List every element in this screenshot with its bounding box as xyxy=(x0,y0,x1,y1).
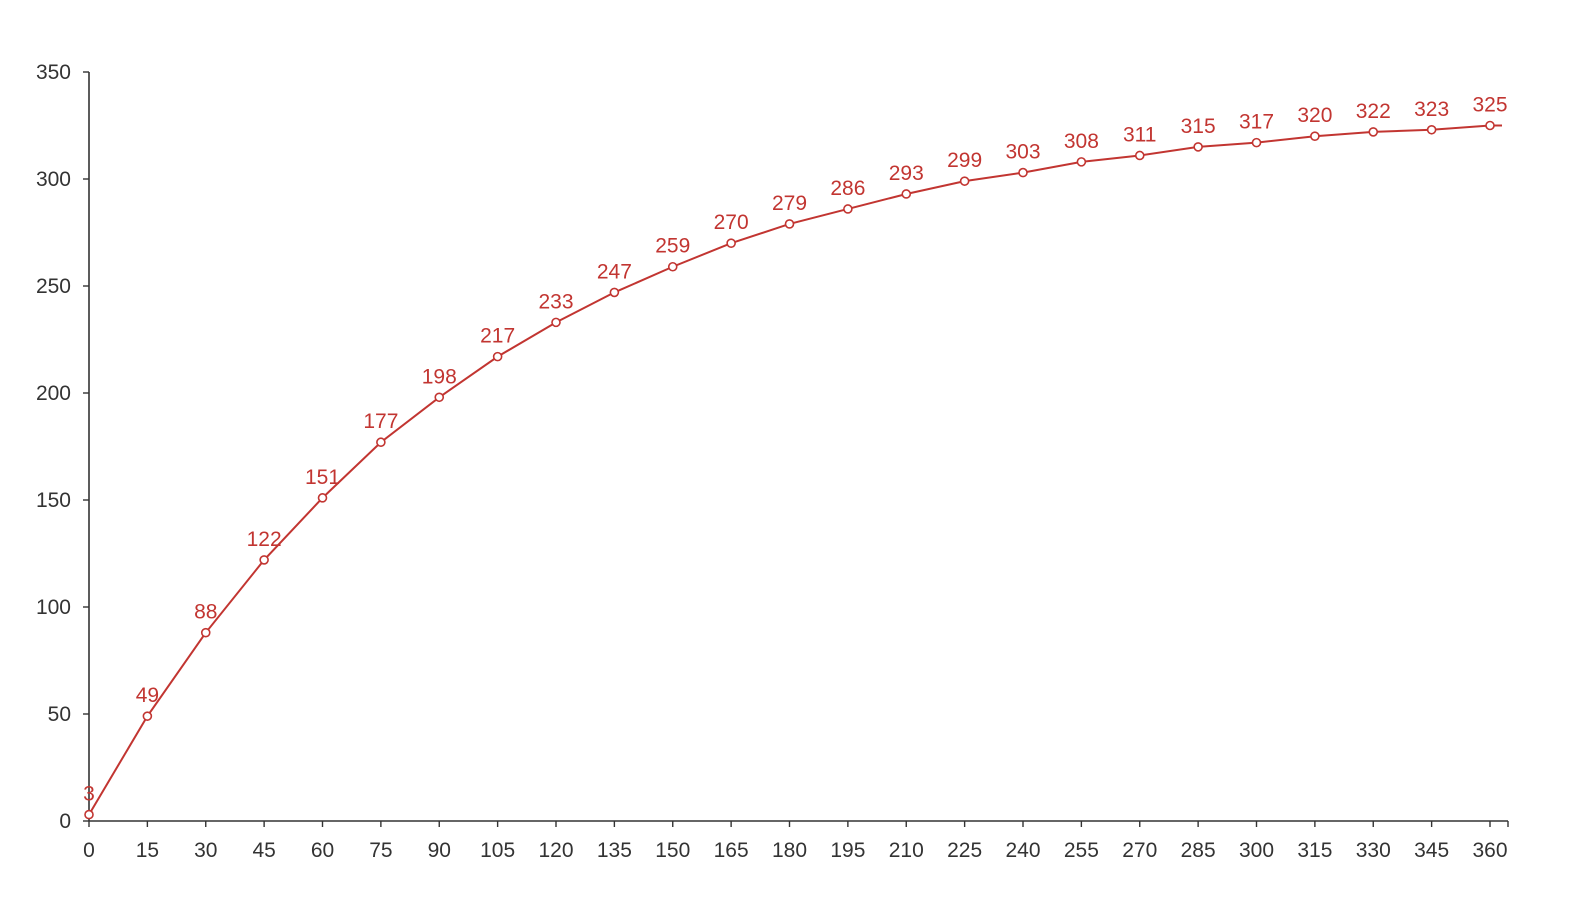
data-point[interactable] xyxy=(1018,167,1028,178)
data-point[interactable] xyxy=(492,351,503,362)
data-point[interactable] xyxy=(1076,157,1087,167)
data-label: 286 xyxy=(830,177,865,200)
data-label: 279 xyxy=(772,192,807,215)
data-point[interactable] xyxy=(1310,131,1320,141)
data-label: 270 xyxy=(714,211,749,234)
y-tick-label: 200 xyxy=(36,382,71,405)
data-label: 259 xyxy=(655,235,690,258)
series-group xyxy=(84,120,1502,820)
x-tick-label: 30 xyxy=(194,839,217,862)
x-tick-label: 75 xyxy=(369,839,392,862)
data-point[interactable] xyxy=(434,392,445,403)
x-tick-label: 360 xyxy=(1472,839,1507,862)
data-label: 49 xyxy=(136,684,159,707)
data-point[interactable] xyxy=(843,204,853,214)
y-tick-label: 50 xyxy=(48,703,71,726)
data-label: 308 xyxy=(1064,130,1099,153)
data-label: 299 xyxy=(947,149,982,172)
y-tick-label: 300 xyxy=(36,168,71,191)
y-tick-label: 250 xyxy=(36,275,71,298)
data-label: 322 xyxy=(1356,100,1391,123)
data-label: 325 xyxy=(1472,94,1507,117)
data-point[interactable] xyxy=(317,493,328,503)
x-tick-label: 0 xyxy=(83,839,95,862)
data-label: 323 xyxy=(1414,98,1449,121)
x-axis: 0 15 30 45 60 75 90 105 120 135 150 165 180 195 210 225… xyxy=(83,820,1509,862)
data-label: 122 xyxy=(247,528,282,551)
x-tick-label: 285 xyxy=(1181,839,1216,862)
x-tick-label: 255 xyxy=(1064,839,1099,862)
y-tick-label: 0 xyxy=(59,810,71,833)
data-point[interactable] xyxy=(1134,150,1145,161)
data-point[interactable] xyxy=(726,238,736,248)
data-label: 177 xyxy=(363,410,398,433)
data-label: 320 xyxy=(1297,104,1332,127)
data-label: 315 xyxy=(1181,115,1216,138)
y-axis: 0 50 100 150 200 250 300 350 xyxy=(36,61,90,833)
data-labels: 3 49 88 122 151 177 198 217 233 247 259 270 279 286 29… xyxy=(83,94,1507,806)
x-tick-label: 165 xyxy=(714,839,749,862)
data-point[interactable] xyxy=(551,317,561,328)
series-line xyxy=(88,124,1502,816)
data-point[interactable] xyxy=(784,219,795,229)
data-label: 3 xyxy=(83,783,95,806)
x-tick-label: 240 xyxy=(1005,839,1040,862)
x-tick-label: 15 xyxy=(136,839,159,862)
y-tick-label: 100 xyxy=(36,596,71,619)
data-label: 303 xyxy=(1005,141,1040,164)
x-tick-label: 90 xyxy=(428,839,451,862)
data-point[interactable] xyxy=(1368,127,1379,137)
data-point[interactable] xyxy=(667,261,678,272)
data-point[interactable] xyxy=(609,287,620,298)
data-point[interactable] xyxy=(1485,120,1495,131)
data-point[interactable] xyxy=(1193,142,1203,152)
y-tick-label: 350 xyxy=(36,61,71,84)
data-label: 88 xyxy=(194,601,217,624)
data-point[interactable] xyxy=(1251,137,1262,148)
data-point[interactable] xyxy=(376,437,386,448)
x-tick-label: 180 xyxy=(772,839,807,862)
y-tick-label: 150 xyxy=(36,489,71,512)
data-point[interactable] xyxy=(142,711,153,721)
data-label: 233 xyxy=(538,290,573,313)
data-point[interactable] xyxy=(959,176,970,186)
data-label: 151 xyxy=(305,466,340,489)
data-label: 317 xyxy=(1239,111,1274,134)
x-tick-label: 135 xyxy=(597,839,632,862)
data-label: 247 xyxy=(597,260,632,283)
data-label: 311 xyxy=(1123,123,1156,146)
x-tick-label: 270 xyxy=(1122,839,1157,862)
x-tick-label: 60 xyxy=(311,839,334,862)
x-tick-label: 300 xyxy=(1239,839,1274,862)
x-tick-label: 330 xyxy=(1356,839,1391,862)
x-tick-label: 225 xyxy=(947,839,982,862)
x-tick-label: 105 xyxy=(480,839,515,862)
data-point[interactable] xyxy=(259,555,269,565)
data-point[interactable] xyxy=(1426,124,1437,135)
x-tick-label: 345 xyxy=(1414,839,1449,862)
data-point[interactable] xyxy=(200,627,211,638)
data-label: 198 xyxy=(422,365,457,388)
data-point[interactable] xyxy=(901,189,912,199)
data-point[interactable] xyxy=(84,809,94,820)
x-tick-label: 210 xyxy=(889,839,924,862)
x-tick-label: 195 xyxy=(830,839,865,862)
x-tick-label: 120 xyxy=(538,839,573,862)
x-tick-label: 315 xyxy=(1297,839,1332,862)
x-tick-label: 45 xyxy=(252,839,275,862)
data-label: 217 xyxy=(480,325,515,348)
data-label: 293 xyxy=(889,162,924,185)
x-tick-label: 150 xyxy=(655,839,690,862)
